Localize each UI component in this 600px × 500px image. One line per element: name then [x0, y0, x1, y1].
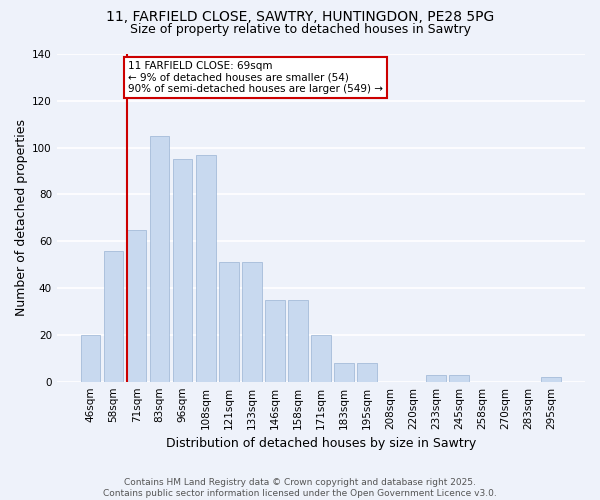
Text: 11 FARFIELD CLOSE: 69sqm
← 9% of detached houses are smaller (54)
90% of semi-de: 11 FARFIELD CLOSE: 69sqm ← 9% of detache…: [128, 61, 383, 94]
Bar: [265, 300, 284, 382]
Text: 11, FARFIELD CLOSE, SAWTRY, HUNTINGDON, PE28 5PG: 11, FARFIELD CLOSE, SAWTRY, HUNTINGDON, …: [106, 10, 494, 24]
Bar: [150, 136, 169, 382]
Bar: [81, 335, 100, 382]
X-axis label: Distribution of detached houses by size in Sawtry: Distribution of detached houses by size …: [166, 437, 476, 450]
Text: Size of property relative to detached houses in Sawtry: Size of property relative to detached ho…: [130, 22, 470, 36]
Bar: [173, 160, 193, 382]
Bar: [196, 154, 215, 382]
Bar: [357, 363, 377, 382]
Y-axis label: Number of detached properties: Number of detached properties: [15, 120, 28, 316]
Bar: [104, 250, 124, 382]
Bar: [449, 374, 469, 382]
Bar: [334, 363, 354, 382]
Bar: [311, 335, 331, 382]
Bar: [288, 300, 308, 382]
Bar: [219, 262, 239, 382]
Bar: [426, 374, 446, 382]
Text: Contains HM Land Registry data © Crown copyright and database right 2025.
Contai: Contains HM Land Registry data © Crown c…: [103, 478, 497, 498]
Bar: [127, 230, 146, 382]
Bar: [242, 262, 262, 382]
Bar: [541, 377, 561, 382]
